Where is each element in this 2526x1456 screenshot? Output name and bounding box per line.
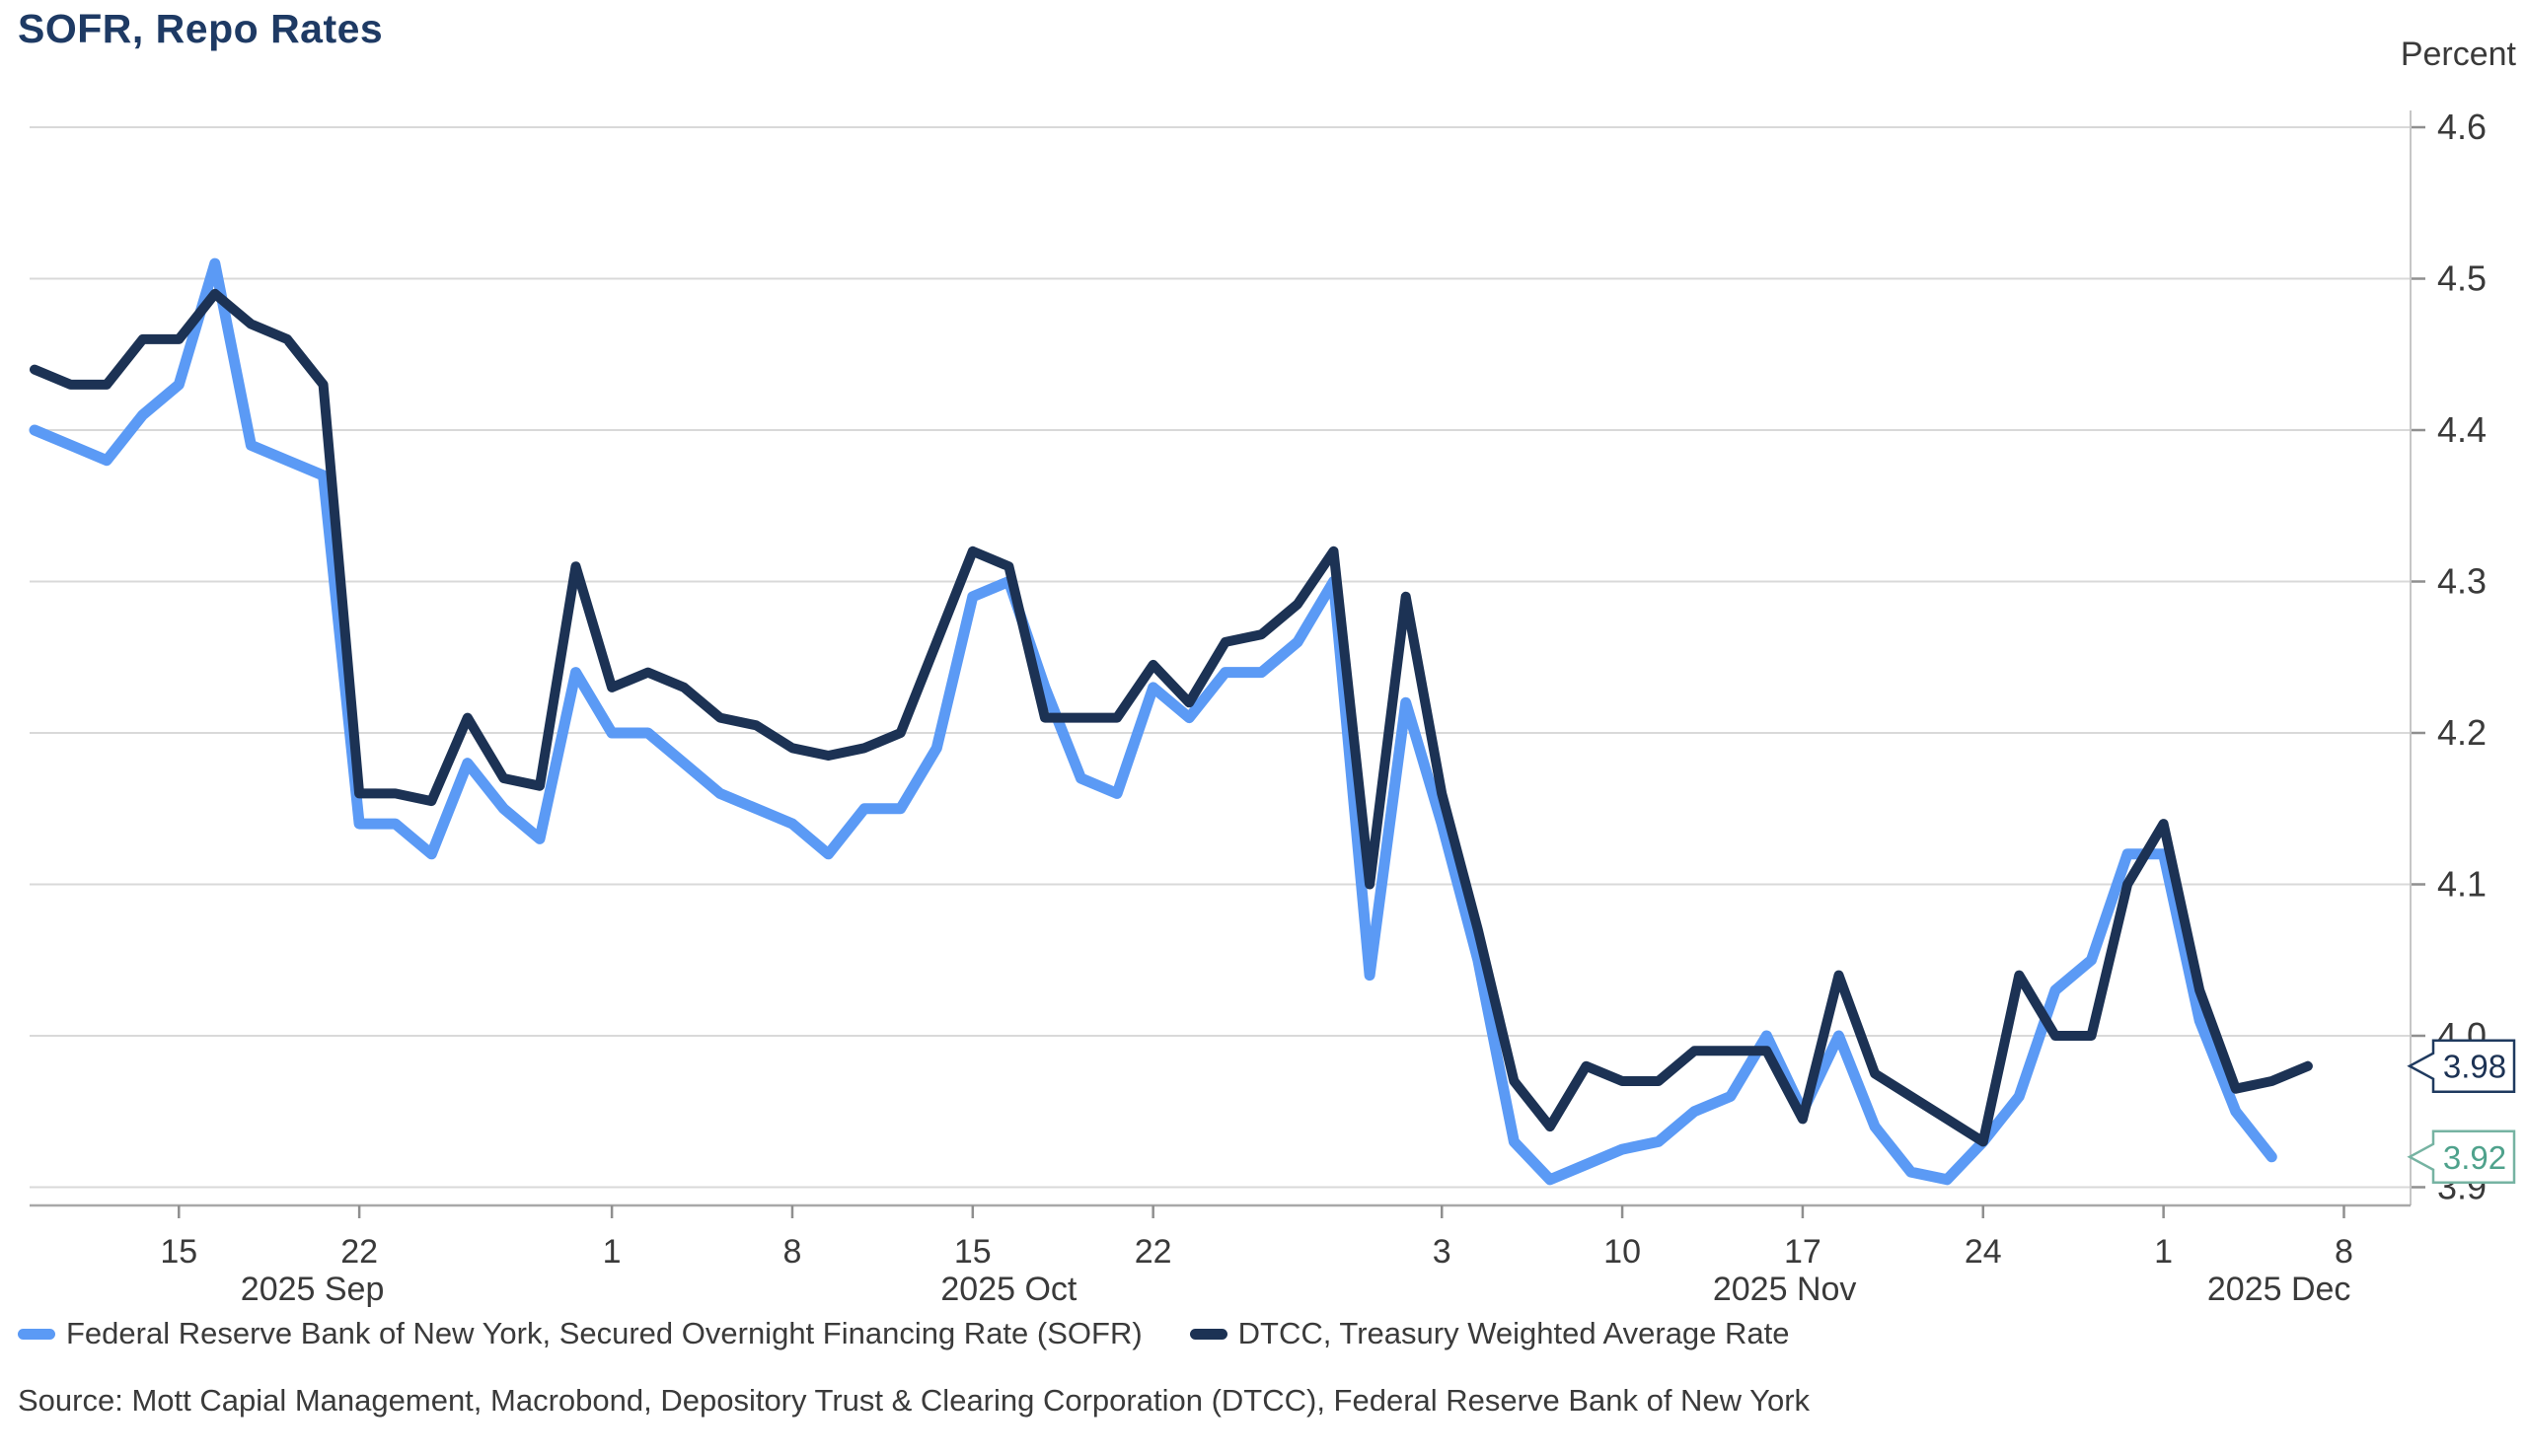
y-tick-label: 4.3 [2437,561,2487,602]
legend-item-sofr: Federal Reserve Bank of New York, Secure… [18,1316,1143,1351]
callout-bubble [2407,1129,2516,1185]
y-tick-label: 4.5 [2437,258,2487,299]
callout-dtcc: 3.98 [2407,1039,2516,1093]
callout-sofr: 3.92 [2407,1129,2516,1185]
callout-bubble [2407,1039,2516,1093]
page-title: SOFR, Repo Rates [18,6,384,51]
month-label: 2025 Oct [940,1271,1077,1308]
sofr-swatch-icon [18,1328,55,1340]
month-label: 2025 Nov [1713,1271,1857,1308]
x-tick-label: 17 [1784,1233,1821,1271]
series-line-dtcc [30,288,2313,1147]
series-line-sofr [29,257,2277,1186]
x-tick-label: 1 [2154,1233,2173,1271]
callout-value: 3.92 [2443,1139,2506,1176]
legend-item-label: DTCC, Treasury Weighted Average Rate [1237,1316,1790,1350]
y-tick-label: 4.2 [2437,712,2487,753]
x-tick-label: 22 [1135,1233,1172,1271]
month-label: 2025 Dec [2207,1271,2351,1308]
x-axis-ticks [178,1205,2345,1218]
y-axis-ticks [2411,125,2425,1189]
x-tick-label: 1 [603,1233,622,1271]
y-axis-title: Percent [2400,36,2516,73]
x-tick-label: 10 [1603,1233,1641,1271]
month-labels: 2025 Sep 2025 Oct 2025 Nov 2025 Dec [241,1271,2351,1308]
x-tick-label: 8 [783,1233,802,1271]
x-tick-label: 8 [2335,1233,2353,1271]
x-tick-label: 24 [1965,1233,2002,1271]
x-tick-label: 3 [1433,1233,1451,1271]
y-tick-label: 4.6 [2437,107,2487,147]
gridlines [30,126,2411,1189]
x-tick-label: 15 [954,1233,992,1271]
month-label: 2025 Sep [241,1271,385,1308]
x-tick-label: 22 [340,1233,378,1271]
legend: Federal Reserve Bank of New York, Secure… [18,1316,1790,1351]
x-axis-labels: 15 22 1 8 15 22 3 10 17 24 1 8 [160,1233,2353,1271]
callout-value: 3.98 [2443,1049,2506,1085]
x-tick-label: 15 [160,1233,197,1271]
y-tick-label: 4.1 [2437,864,2487,905]
legend-item-label: Federal Reserve Bank of New York, Secure… [66,1316,1143,1350]
dtcc-swatch-icon [1189,1328,1227,1340]
legend-item-dtcc: DTCC, Treasury Weighted Average Rate [1189,1316,1790,1351]
y-tick-label: 4.4 [2437,409,2487,450]
source-line: Source: Mott Capial Management, Macrobon… [18,1383,1811,1418]
